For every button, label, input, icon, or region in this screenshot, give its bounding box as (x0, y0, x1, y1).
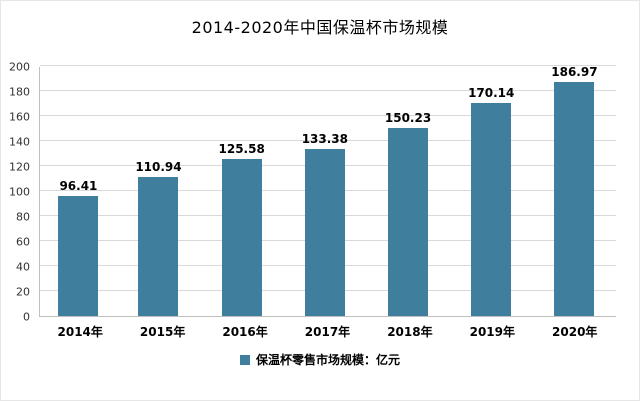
y-tick-label: 60 (16, 235, 30, 249)
bar-value-label: 133.38 (301, 132, 348, 147)
bar-group: 186.97 (551, 65, 598, 316)
bar-2020年 (554, 82, 595, 316)
bar-2018年 (388, 128, 429, 316)
bar-group: 170.14 (468, 86, 514, 316)
bar-2019年 (471, 103, 512, 316)
gridline (40, 140, 616, 141)
bar-2016年 (221, 159, 262, 316)
gridline (40, 115, 616, 116)
chart-title: 2014-2020年中国保温杯市场规模 (191, 18, 449, 37)
x-tick-label: 2015年 (139, 325, 186, 339)
y-tick-label: 160 (9, 110, 30, 124)
bar-group: 110.94 (135, 160, 182, 316)
legend-marker-icon (239, 354, 250, 365)
x-tick-label: 2020年 (552, 325, 598, 339)
bar-value-label: 170.14 (468, 86, 515, 101)
y-tick-label: 200 (9, 60, 30, 74)
bar-group: 150.23 (385, 111, 431, 316)
y-tick-label: 40 (16, 260, 30, 274)
gridline (40, 65, 616, 66)
bar-value-label: 96.41 (59, 178, 98, 193)
legend: 保温杯零售市场规模：亿元 (1, 351, 639, 368)
x-axis: 2014年 2015年 2016年 2017年 2018年 2019年 2020年 (39, 323, 616, 340)
x-tick-label: 2016年 (222, 325, 268, 339)
bar-group: 96.41 (58, 178, 99, 316)
y-tick-label: 100 (9, 185, 30, 199)
y-tick-label: 140 (9, 135, 30, 149)
bar-2015年 (138, 177, 179, 316)
bar-value-label: 125.58 (218, 142, 265, 157)
x-tick-label: 2017年 (304, 325, 351, 339)
y-tick-label: 0 (23, 310, 30, 324)
y-tick-label: 180 (9, 85, 30, 99)
x-tick-label: 2019年 (469, 325, 516, 339)
y-tick-label: 80 (16, 210, 30, 224)
y-axis: 0 20 40 60 80 100 120 140 160 180 200 (1, 62, 35, 323)
x-tick-label: 2014年 (57, 325, 103, 339)
bar-2014年 (58, 195, 99, 316)
bar-value-label: 110.94 (135, 160, 182, 175)
bar-group: 133.38 (302, 132, 348, 316)
legend-label: 保温杯零售市场规模：亿元 (255, 353, 400, 367)
bar-group: 125.58 (219, 142, 265, 316)
bar-value-label: 186.97 (551, 65, 598, 80)
gridline (40, 90, 616, 91)
bar-value-label: 150.23 (384, 111, 432, 126)
plot-area: 96.41 110.94 125.58 133.38 150.23 170.14 186.9… (39, 65, 616, 317)
x-tick-label: 2018年 (387, 325, 433, 339)
bar-series: 96.41 110.94 125.58 133.38 150.23 170.14 186.9… (40, 65, 616, 316)
y-tick-label: 20 (16, 285, 30, 299)
bar-2017年 (304, 149, 345, 316)
y-tick-label: 120 (9, 160, 30, 174)
